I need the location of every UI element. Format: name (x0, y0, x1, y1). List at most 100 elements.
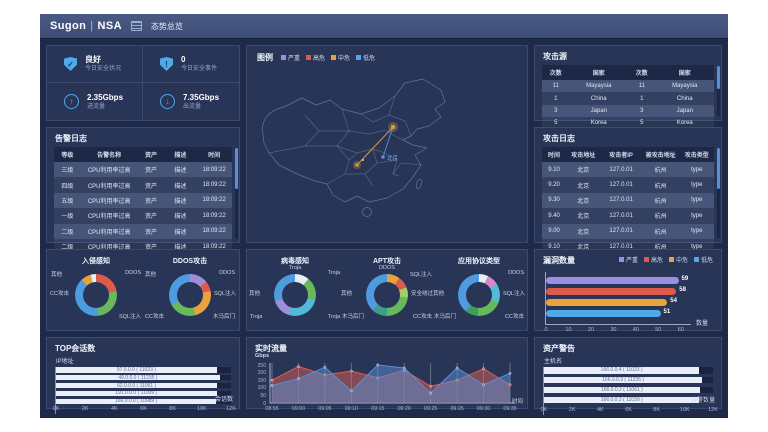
vuln-bar-value: 51 (663, 309, 671, 315)
table-cell: 描述 (164, 208, 197, 224)
x-axis-tick: 12K (226, 406, 236, 413)
x-axis-tick: 30 (610, 327, 617, 333)
table-row: 9.40 北京 127.0.01 杭州 type (542, 208, 714, 224)
data-point (270, 378, 274, 382)
x-axis-tick: 09:10 (344, 406, 358, 412)
x-axis: 0K 2K 4K 6K 8K 10K 12K (53, 406, 236, 414)
donut-title: 入侵感知 (82, 258, 110, 265)
legend-swatch (281, 55, 286, 60)
attack-line-blue (382, 126, 394, 158)
scrollbar-thumb[interactable] (717, 148, 720, 190)
legend-label: 高危 (313, 56, 326, 62)
x-axis-tick: 40 (632, 327, 639, 333)
attack-dot (362, 159, 364, 161)
dashboard-content: ✓ 良好 今日安全状况! 0 今日安全事件 ↑ 2.35Gbps 进流量 ↓ 7.35Gbps 出流… (40, 39, 728, 415)
x-axis-tick: 10K (679, 406, 690, 413)
y-axis-tick: 250 (257, 362, 266, 369)
donut-label: DDOS (219, 270, 235, 276)
table-row: 11 Mayaysia 11 Mayaysia (542, 80, 714, 93)
legend-item[interactable]: 中危 (331, 53, 350, 62)
data-point (297, 365, 300, 368)
status-label: 今日安全状况 (85, 66, 122, 72)
table-cell: 3 (542, 104, 570, 118)
table-cell: 杭州 (641, 192, 680, 209)
x-axis-tick: 09:35 (503, 406, 517, 412)
legend-item[interactable]: 高危 (643, 255, 663, 264)
table-cell: 127.0.01 (600, 177, 642, 193)
table-cell: 描述 (164, 177, 197, 193)
donut-wrap: Troja Troja Troja Troja 其他 (249, 265, 341, 323)
donut-label: Troja (250, 314, 263, 320)
data-point (297, 377, 300, 381)
vuln-bar-value: 59 (681, 276, 689, 282)
donut-ring[interactable] (458, 274, 500, 316)
legend-swatch (356, 55, 362, 60)
donut-label: DDOS (508, 270, 524, 276)
bar-track: 166.0.0.2 ( 11039 ) (544, 396, 713, 404)
table-cell: 杭州 (641, 223, 680, 239)
donut-label: Troja (288, 265, 302, 271)
legend-item[interactable]: 低危 (356, 53, 375, 62)
tab-situation-overview[interactable]: 态势总览 (150, 21, 183, 31)
table-cell: type (679, 162, 714, 178)
donut-ring[interactable] (274, 274, 316, 316)
table-cell: China (655, 92, 714, 105)
donut-chart: 病毒感知 Troja Troja Troja Troja 其他 (249, 252, 341, 323)
data-point (270, 384, 274, 387)
donut-label: 其他 (249, 291, 261, 298)
table-row: 一级 CPU利用率过高 资产 描述 18:09:22 (54, 208, 232, 224)
x-axis-tick: 09:30 (476, 406, 491, 412)
scrollbar-thumb[interactable] (235, 148, 238, 190)
donut-label: SQL注入 (409, 272, 432, 278)
legend-item[interactable]: 严重 (281, 53, 300, 62)
bar-track: 97.0.0.0 ( 11023 ) (56, 367, 231, 373)
legend-item[interactable]: 严重 (618, 255, 638, 264)
table-cell: 127.0.01 (600, 223, 642, 239)
legend-item[interactable]: 中危 (668, 255, 688, 264)
legend-item[interactable]: 低危 (693, 255, 713, 264)
legend-label: 低危 (363, 56, 376, 62)
table-cell: CPU利用率过高 (80, 208, 138, 224)
table-cell: 描述 (164, 162, 197, 178)
data-point (455, 366, 459, 370)
donut-ring[interactable] (169, 274, 211, 316)
x-axis-label: 告警数量 (690, 397, 715, 404)
legend-item[interactable]: 高危 (306, 53, 325, 62)
table-cell: China (569, 92, 628, 105)
donut-label: SQL注入 (502, 291, 525, 298)
table-cell: 11 (542, 80, 570, 93)
bar: 166.0.0.2 ( 11061 ) (544, 386, 700, 394)
scrollbar-thumb[interactable] (717, 66, 720, 89)
data-table: 时间 攻击地址 攻击者IP 被攻击地址 攻击类型 9.10 北京 127.0.01 杭州 type… (542, 147, 714, 255)
status-card-text: 7.35Gbps 出流量 (183, 93, 219, 111)
panel-top-sessions: TOP会话数 IP地址 97.0.0.0 ( 11023 ) 49.0.0.0 (… (46, 337, 240, 415)
table-cell: type (679, 223, 714, 239)
x-axis-tick: 8K (653, 406, 661, 413)
donut-label: DDOS (125, 270, 141, 276)
legend-swatch (693, 257, 699, 262)
app-logo: Sugon | NSA (50, 20, 122, 32)
asset-alerts-chart: 166.0.0.4 ( 11023 ) 166.0.0.3 ( 11235 ) 16… (541, 367, 718, 415)
x-axis-tick: 4K (596, 406, 604, 413)
table-cell: 18:09:22 (196, 177, 232, 193)
column-header: 攻击者IP (600, 147, 642, 162)
donut-ring[interactable] (75, 274, 117, 316)
x-axis-tick: 50 (655, 327, 662, 333)
y-axis-tick: 150 (257, 377, 266, 384)
column-header: 等级 (54, 147, 81, 162)
bar-track: 191.0.0.0 ( 11009 ) (56, 390, 231, 397)
logo-suite: NSA (97, 20, 122, 32)
legend-swatch (643, 257, 649, 262)
map-legend-title: 图例 (257, 53, 273, 62)
table-cell: 北京 (566, 177, 601, 193)
table-cell: Mayaysia (569, 80, 628, 93)
outflow-icon: ↓ (160, 94, 175, 109)
bar-track: 62.0.0.0 ( 11061 ) (56, 382, 231, 389)
menu-icon[interactable] (130, 21, 142, 31)
attack-overlay: 北京 (353, 122, 399, 169)
table-row: 9.00 北京 127.0.01 杭州 type (542, 223, 714, 239)
donut-ring[interactable] (366, 274, 408, 316)
data-table: 次数 国家 次数 国家 11 Mayaysia 11 Mayaysia 1 China 1 China… (542, 65, 714, 130)
donut-wrap: DDOS SQL注入 木马后门 CC攻击 其他 (144, 267, 236, 323)
table-cell: 18:09:22 (196, 192, 232, 209)
